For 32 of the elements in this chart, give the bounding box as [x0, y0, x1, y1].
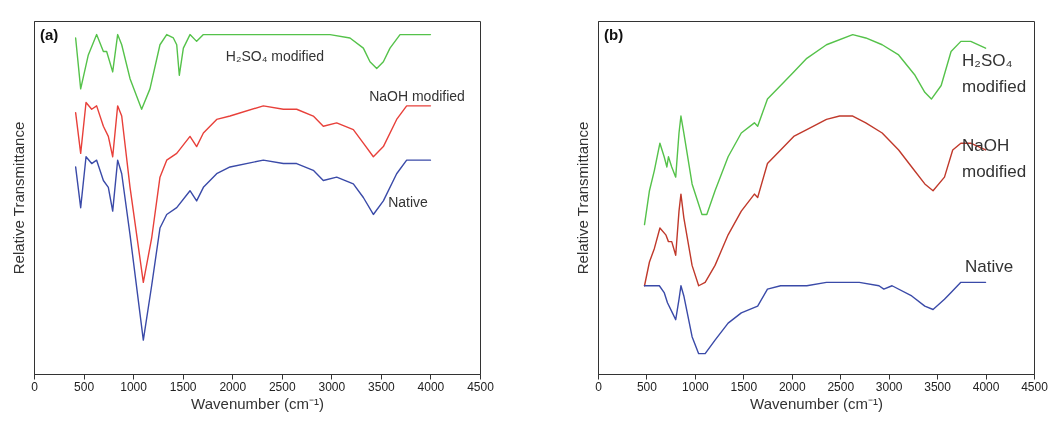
x-tick-label: 4000 [972, 379, 1000, 394]
chart-title: (a) [40, 26, 59, 43]
x-tick-label: 0 [31, 379, 39, 394]
chart-title: (b) [604, 26, 624, 43]
x-tick-label: 3500 [924, 379, 952, 394]
x-tick-label: 3000 [318, 379, 346, 394]
x-tick-label: 4500 [467, 379, 495, 394]
x-tick-label: 2500 [827, 379, 855, 394]
x-tick-label: 4500 [1021, 379, 1049, 394]
x-tick-label: 2000 [778, 379, 806, 394]
x-tick-label: 500 [636, 379, 658, 394]
x-tick-label: 1000 [120, 379, 148, 394]
x-tick-label: 2500 [268, 379, 296, 394]
x-tick-label: 4000 [417, 379, 445, 394]
x-tick-label: 3500 [368, 379, 396, 394]
x-tick-label: 1500 [730, 379, 758, 394]
x-tick-label: 1000 [682, 379, 710, 394]
series-label: NaOH modified [369, 88, 465, 104]
x-tick-label: 2000 [219, 379, 247, 394]
y-axis-title: Relative Transmittance [573, 121, 591, 275]
x-axis-title: Wavenumber (cm⁻¹) [191, 394, 324, 412]
series-label: H₂SO₄ modified [225, 48, 325, 64]
x-tick-label: 0 [595, 379, 603, 394]
series-label: H₂SO₄ modified [962, 51, 1027, 96]
y-axis-title: Relative Transmittance [9, 121, 27, 275]
x-tick-label: 500 [74, 379, 95, 394]
x-tick-label: 3000 [875, 379, 903, 394]
x-axis-title: Wavenumber (cm⁻¹) [750, 394, 883, 412]
series-label: NaOH modified [962, 136, 1027, 181]
series-label: Native [965, 257, 1014, 276]
series-label: Native [388, 194, 429, 210]
x-tick-label: 1500 [169, 379, 197, 394]
